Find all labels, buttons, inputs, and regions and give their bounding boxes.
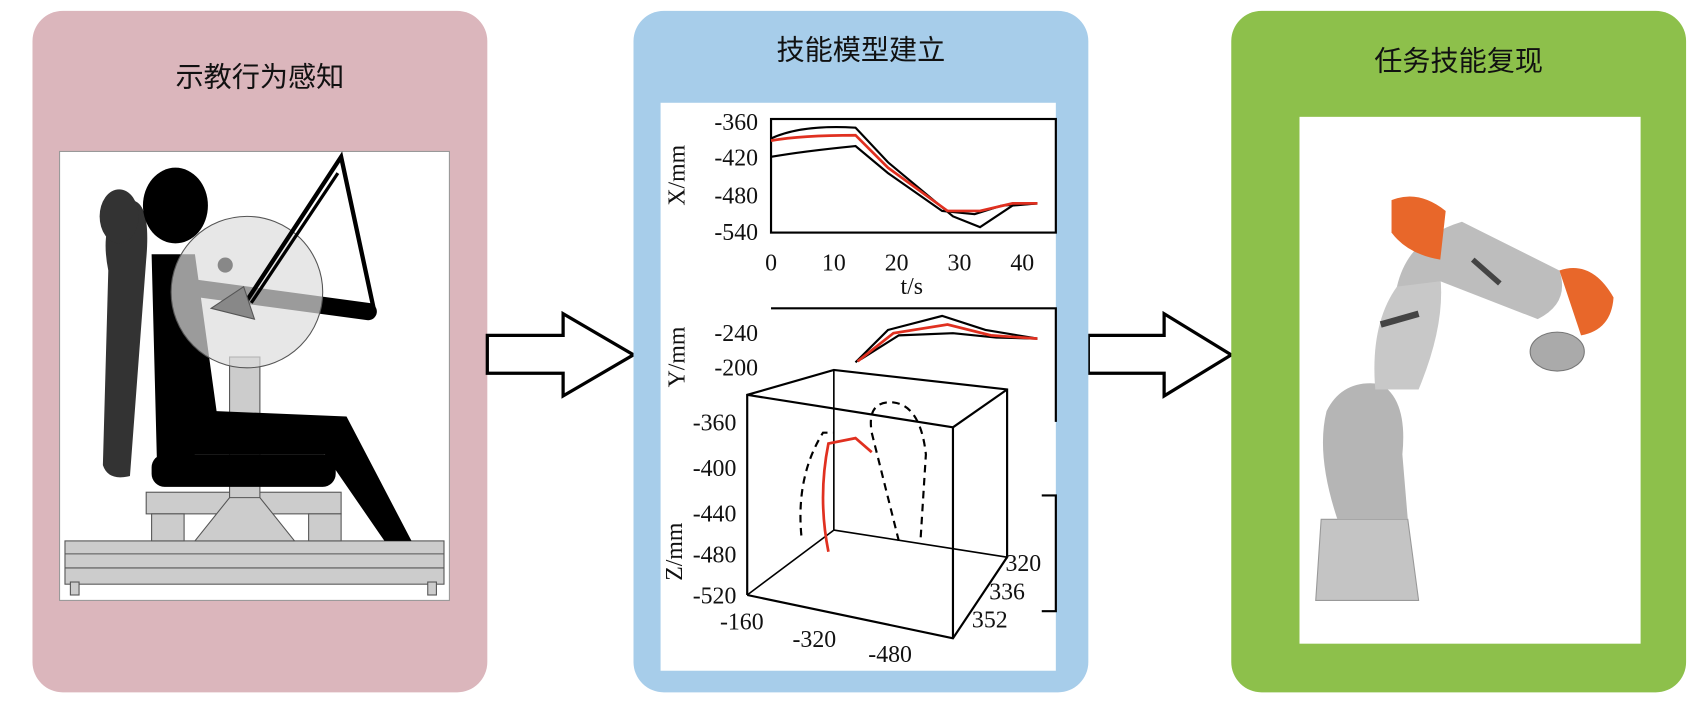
y-tick-label: -540 [714,220,758,246]
panel-title: 任务技能复现 [1374,44,1543,77]
robot-arm-illustration [1315,196,1614,601]
y-axis-label: X/mm [664,144,690,205]
y-tick-label: -360 [714,110,758,136]
x-tick-label: 40 [1010,250,1034,276]
x-tick-label: -160 [720,610,764,636]
panel-title: 技能模型建立 [776,34,945,67]
x-tick-label: 20 [885,250,909,276]
x-axis-label: t/s [901,274,923,300]
x-tick-label: 30 [948,250,972,276]
arrow [485,310,637,399]
z-tick-label: -440 [693,501,737,527]
y-tick-label: -480 [714,183,758,209]
x-tick-label: -480 [868,642,912,668]
operator-illustration [64,151,445,596]
plot-x: -360 -420 -480 -540 0 10 20 30 40 t/s X/… [664,110,1057,300]
plot-y: -240 -200 Y/mm [664,307,1057,613]
x-tick-label: -320 [793,627,837,653]
z-tick-label: -480 [693,543,737,569]
y-axis-label: Y/mm [664,326,690,387]
z-tick-label: -400 [693,456,737,482]
y-tick-label: 352 [972,607,1008,633]
arrow [1086,310,1235,399]
y-tick-label: -420 [714,146,758,172]
x-tick-label: 0 [765,250,777,276]
y-tick-label: 320 [1005,551,1041,577]
y-tick-label: -200 [714,355,758,381]
plot-3d: -360 -400 -440 -480 -520 Z/mm -160 -320 … [662,368,1041,668]
y-tick-label: 336 [989,579,1025,605]
y-tick-label: -240 [714,321,758,347]
panel-title: 示教行为感知 [175,61,344,94]
x-tick-label: 10 [822,250,846,276]
z-axis-label: Z/mm [662,522,688,581]
z-tick-label: -360 [693,411,737,437]
z-tick-label: -520 [693,584,737,610]
